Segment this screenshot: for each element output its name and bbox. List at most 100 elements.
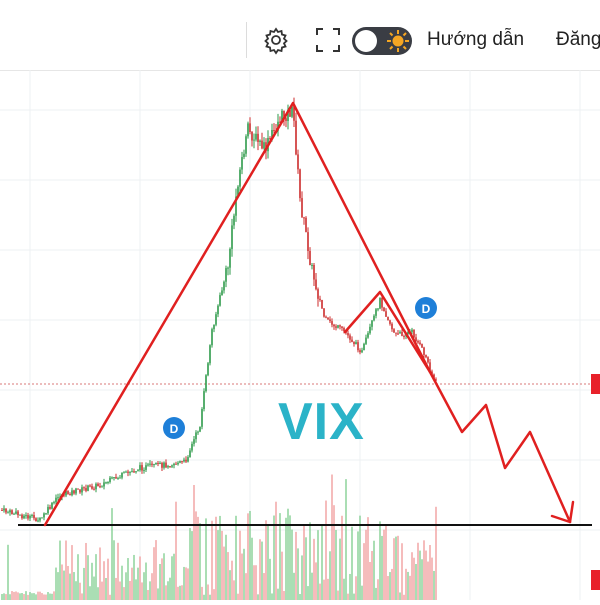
- volume-bar: [329, 551, 331, 600]
- candle-body: [269, 138, 271, 140]
- candle-body: [237, 186, 239, 197]
- volume-bar: [91, 562, 93, 600]
- candle-body: [53, 502, 55, 504]
- candle-body: [219, 295, 221, 306]
- volume-bar: [341, 515, 343, 600]
- volume-bar: [53, 591, 55, 600]
- candle-body: [229, 248, 231, 268]
- candle-body: [399, 331, 401, 334]
- candle-body: [397, 333, 399, 335]
- candle-body: [337, 325, 339, 328]
- candle-body: [357, 342, 359, 351]
- candle-body: [149, 463, 151, 465]
- volume-bar: [135, 579, 137, 600]
- price-chart[interactable]: D D: [0, 70, 600, 600]
- candle-body: [355, 342, 357, 345]
- candle-body: [73, 490, 75, 494]
- candle-body: [87, 485, 89, 491]
- volume-bar: [259, 539, 261, 600]
- candle-body: [381, 297, 383, 308]
- volume-bar: [187, 568, 189, 600]
- volume-bar: [207, 584, 209, 600]
- candle-body: [231, 225, 233, 249]
- volume-bar: [249, 510, 251, 600]
- volume-bar: [359, 515, 361, 600]
- candle-body: [235, 196, 237, 216]
- settings-button[interactable]: [260, 24, 292, 56]
- candle-body: [373, 315, 375, 321]
- volume-bar: [337, 590, 339, 600]
- volume-bar: [431, 557, 433, 600]
- fullscreen-button[interactable]: [312, 24, 344, 56]
- volume-bar: [383, 529, 385, 600]
- candle-body: [395, 332, 397, 334]
- volume-bar: [69, 573, 71, 600]
- candle-body: [81, 487, 83, 493]
- volume-bar: [221, 530, 223, 600]
- candle-body: [351, 339, 353, 342]
- candle-body: [195, 432, 197, 440]
- candle-body: [123, 472, 125, 474]
- volume-bar: [297, 548, 299, 600]
- volume-bar: [117, 542, 119, 600]
- volume-bar: [271, 593, 273, 600]
- candle-body: [141, 465, 143, 471]
- candle-body: [109, 477, 111, 483]
- candle-body: [35, 518, 37, 522]
- volume-bar: [301, 555, 303, 600]
- volume-bar: [47, 592, 49, 600]
- volume-bar: [141, 582, 143, 600]
- volume-bar: [307, 586, 309, 600]
- volume-bar: [167, 581, 169, 600]
- candle-body: [191, 443, 193, 451]
- candle-body: [297, 154, 299, 170]
- volume-bar: [19, 593, 21, 600]
- candle-body: [99, 486, 101, 488]
- candle-body: [261, 140, 263, 149]
- candle-body: [313, 265, 315, 280]
- volume-bar: [213, 589, 215, 600]
- volume-tag: [591, 570, 600, 590]
- candle-body: [211, 329, 213, 346]
- volume-bar: [161, 558, 163, 600]
- volume-bar: [25, 591, 27, 600]
- dividend-marker[interactable]: D: [163, 417, 185, 439]
- candle-body: [343, 327, 345, 332]
- candle-body: [289, 109, 291, 117]
- candle-body: [421, 344, 423, 348]
- candle-body: [137, 470, 139, 472]
- candle-body: [161, 462, 163, 468]
- candle-body: [287, 109, 289, 122]
- volume-bar: [151, 573, 153, 600]
- candle-body: [371, 320, 373, 327]
- trend-annotation: [43, 101, 575, 527]
- svg-text:D: D: [170, 422, 179, 436]
- candle-body: [241, 157, 243, 170]
- candle-body: [165, 462, 167, 468]
- volume-bar: [197, 516, 199, 600]
- candle-body: [285, 118, 287, 122]
- volume-bar: [127, 558, 129, 600]
- dividend-marker[interactable]: D: [415, 297, 437, 319]
- volume-bar: [433, 570, 435, 600]
- candle-body: [57, 497, 59, 499]
- volume-bar: [381, 535, 383, 600]
- candle-body: [239, 169, 241, 187]
- candle-body: [317, 289, 319, 299]
- candle-body: [111, 477, 113, 479]
- volume-bar: [205, 518, 207, 600]
- candle-body: [413, 329, 415, 338]
- candle-body: [121, 472, 123, 478]
- volume-bar: [209, 594, 211, 600]
- login-link[interactable]: Đăng: [556, 29, 600, 50]
- volume-bar: [79, 582, 81, 600]
- candle-body: [145, 465, 147, 470]
- volume-bar: [111, 508, 113, 600]
- volume-bar: [181, 585, 183, 600]
- guide-link[interactable]: Hướng dẫn: [427, 29, 525, 50]
- volume-bar: [393, 538, 395, 600]
- volume-bar: [183, 566, 185, 600]
- theme-toggle[interactable]: [352, 27, 412, 55]
- candle-body: [187, 457, 189, 462]
- volume-bar: [395, 536, 397, 600]
